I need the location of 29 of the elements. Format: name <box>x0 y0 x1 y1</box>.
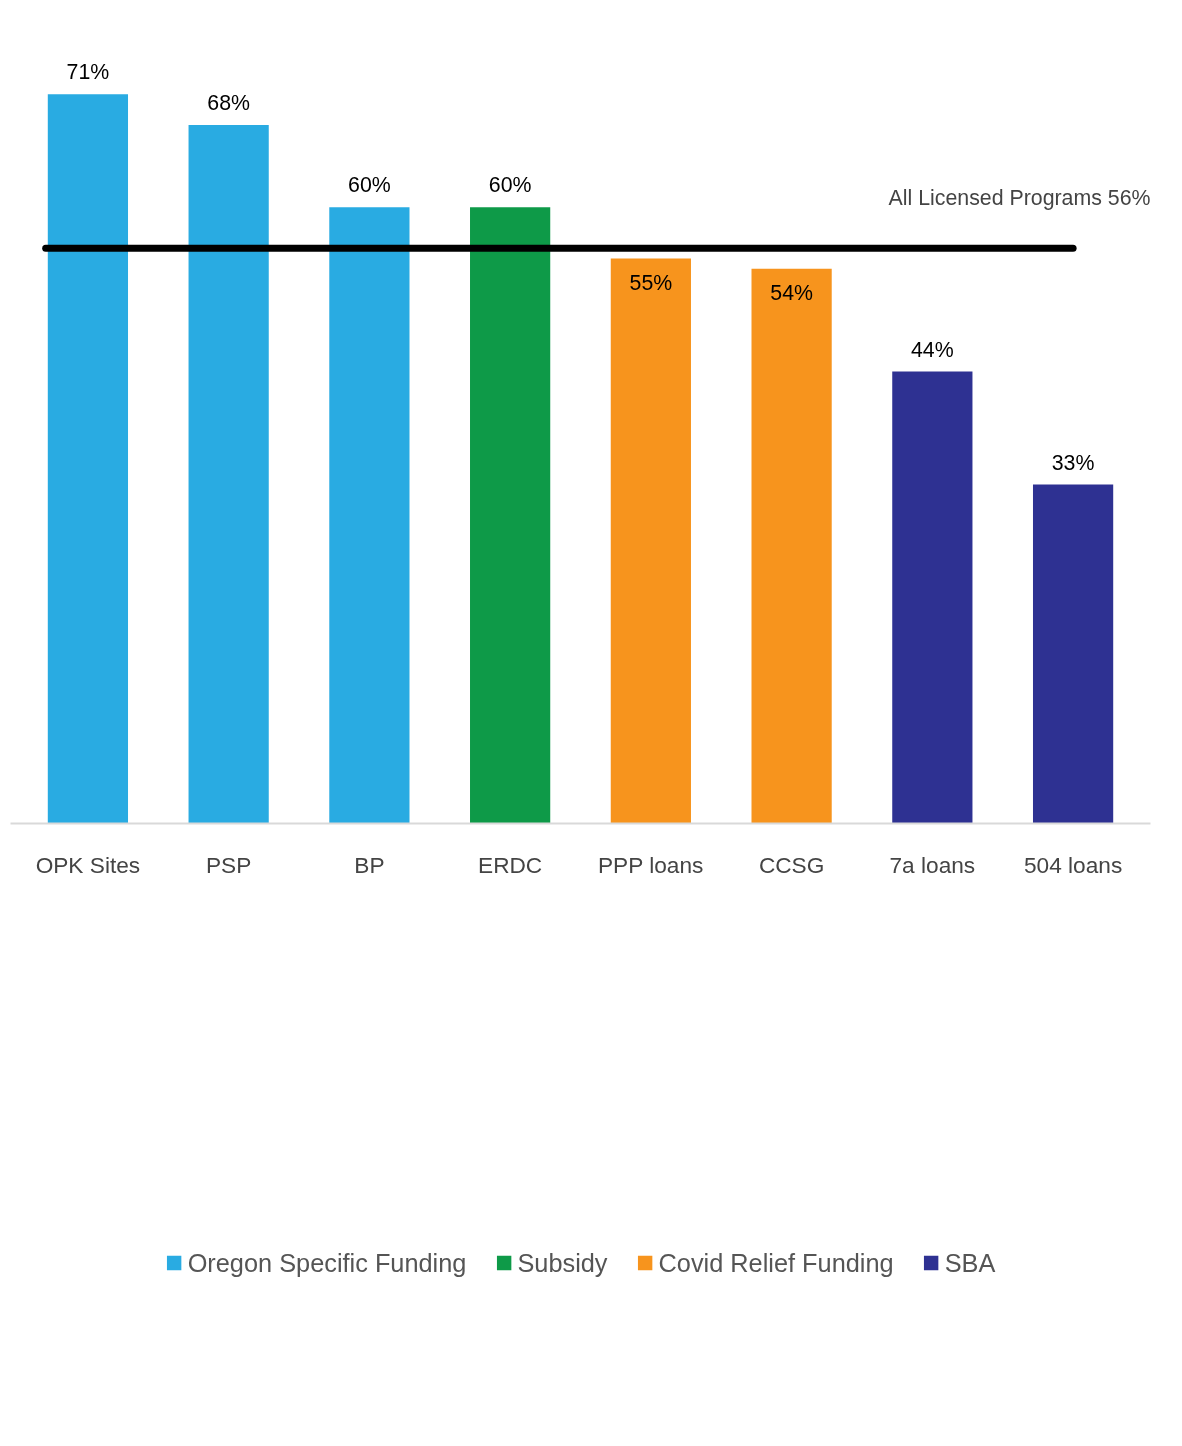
legend-label: SBA <box>944 1248 996 1278</box>
bar <box>470 207 551 824</box>
bar <box>329 207 410 824</box>
data-label: 55% <box>629 270 673 295</box>
data-label: 54% <box>770 280 813 305</box>
ref-line-label: All Licensed Programs 56% <box>888 186 1151 211</box>
data-label: 33% <box>1051 450 1095 475</box>
legend-label: Covid Relief Funding <box>658 1248 894 1278</box>
data-label: 60% <box>348 173 391 198</box>
legend-label: Oregon Specific Funding <box>187 1248 467 1278</box>
data-label: 71% <box>66 60 110 85</box>
data-label: 68% <box>207 91 251 116</box>
bar <box>610 258 691 824</box>
legend-label: Subsidy <box>517 1248 608 1278</box>
x-tick-label: CCSG <box>758 851 825 878</box>
x-tick-label: OPK Sites <box>35 851 141 878</box>
x-tick-label: BP <box>354 851 385 878</box>
data-label: 60% <box>488 173 532 198</box>
data-label: 44% <box>911 337 954 362</box>
x-tick-label: 504 loans <box>1023 851 1123 878</box>
bar <box>751 268 832 824</box>
x-tick-label: PPP loans <box>597 851 704 878</box>
x-tick-label: ERDC <box>478 851 543 878</box>
x-tick-label: 7a loans <box>889 851 976 878</box>
bar <box>892 371 973 824</box>
x-tick-label: PSP <box>205 851 252 878</box>
bar <box>1032 484 1114 824</box>
bar <box>47 94 129 824</box>
bar <box>188 125 269 824</box>
